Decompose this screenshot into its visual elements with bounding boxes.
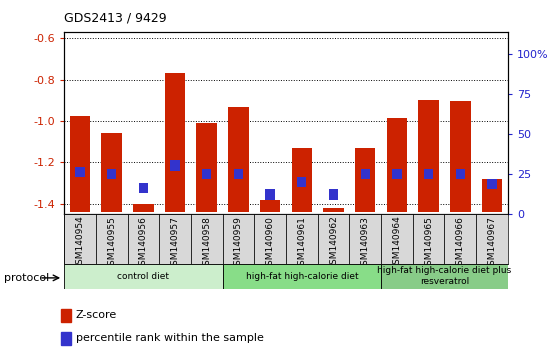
Bar	[159, 214, 191, 264]
Text: GSM140966: GSM140966	[456, 216, 465, 270]
Bar	[64, 264, 223, 289]
Text: GSM140965: GSM140965	[424, 216, 433, 270]
Bar	[102, 133, 122, 212]
Text: GSM140954: GSM140954	[75, 216, 84, 270]
Bar	[424, 169, 433, 179]
Bar	[450, 101, 470, 212]
Bar	[482, 179, 502, 212]
Text: high-fat high-calorie diet: high-fat high-calorie diet	[246, 272, 358, 281]
Bar	[75, 166, 85, 177]
Bar	[61, 332, 71, 345]
Text: protocol: protocol	[4, 273, 50, 283]
Text: percentile rank within the sample: percentile rank within the sample	[76, 333, 263, 343]
Bar	[476, 214, 508, 264]
Bar	[487, 179, 497, 189]
Text: GSM140964: GSM140964	[392, 216, 401, 270]
Bar	[107, 169, 116, 179]
Text: GSM140956: GSM140956	[139, 216, 148, 270]
Bar	[139, 183, 148, 193]
Bar	[392, 169, 402, 179]
Text: GSM140967: GSM140967	[488, 216, 497, 270]
Bar	[349, 214, 381, 264]
Bar	[128, 214, 159, 264]
Text: high-fat high-calorie diet plus
resveratrol: high-fat high-calorie diet plus resverat…	[377, 267, 512, 286]
Bar	[191, 214, 223, 264]
Text: GSM140961: GSM140961	[297, 216, 306, 270]
Bar	[413, 214, 444, 264]
Bar	[381, 264, 508, 289]
Text: GSM140960: GSM140960	[266, 216, 275, 270]
Bar	[355, 148, 376, 212]
Bar	[387, 118, 407, 212]
Bar	[291, 148, 312, 212]
Bar	[202, 169, 211, 179]
Bar	[170, 160, 180, 171]
Bar	[323, 208, 344, 212]
Bar	[286, 214, 318, 264]
Text: GDS2413 / 9429: GDS2413 / 9429	[64, 12, 167, 25]
Text: GSM140963: GSM140963	[360, 216, 370, 270]
Bar	[133, 204, 153, 212]
Bar	[70, 116, 90, 212]
Bar	[360, 169, 370, 179]
Bar	[318, 214, 349, 264]
Bar	[228, 108, 249, 212]
Bar	[254, 214, 286, 264]
Bar	[223, 214, 254, 264]
Bar	[64, 214, 96, 264]
Text: GSM140957: GSM140957	[171, 216, 180, 270]
Bar	[418, 100, 439, 212]
Bar	[196, 123, 217, 212]
Bar	[96, 214, 128, 264]
Bar	[61, 309, 71, 322]
Bar	[260, 200, 281, 212]
Bar	[444, 214, 476, 264]
Text: GSM140955: GSM140955	[107, 216, 116, 270]
Text: Z-score: Z-score	[76, 310, 117, 320]
Bar	[223, 264, 381, 289]
Bar	[329, 189, 338, 200]
Text: GSM140962: GSM140962	[329, 216, 338, 270]
Bar	[266, 189, 275, 200]
Text: control diet: control diet	[117, 272, 170, 281]
Bar	[297, 177, 306, 187]
Text: GSM140959: GSM140959	[234, 216, 243, 270]
Text: GSM140958: GSM140958	[202, 216, 211, 270]
Bar	[381, 214, 413, 264]
Bar	[165, 73, 185, 212]
Bar	[456, 169, 465, 179]
Bar	[234, 169, 243, 179]
